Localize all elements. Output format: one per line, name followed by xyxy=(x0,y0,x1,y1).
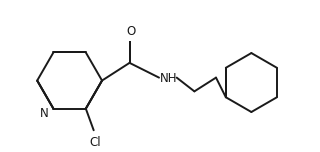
Text: N: N xyxy=(40,107,49,120)
Text: O: O xyxy=(126,25,135,38)
Text: NH: NH xyxy=(160,72,178,85)
Text: Cl: Cl xyxy=(90,136,101,149)
